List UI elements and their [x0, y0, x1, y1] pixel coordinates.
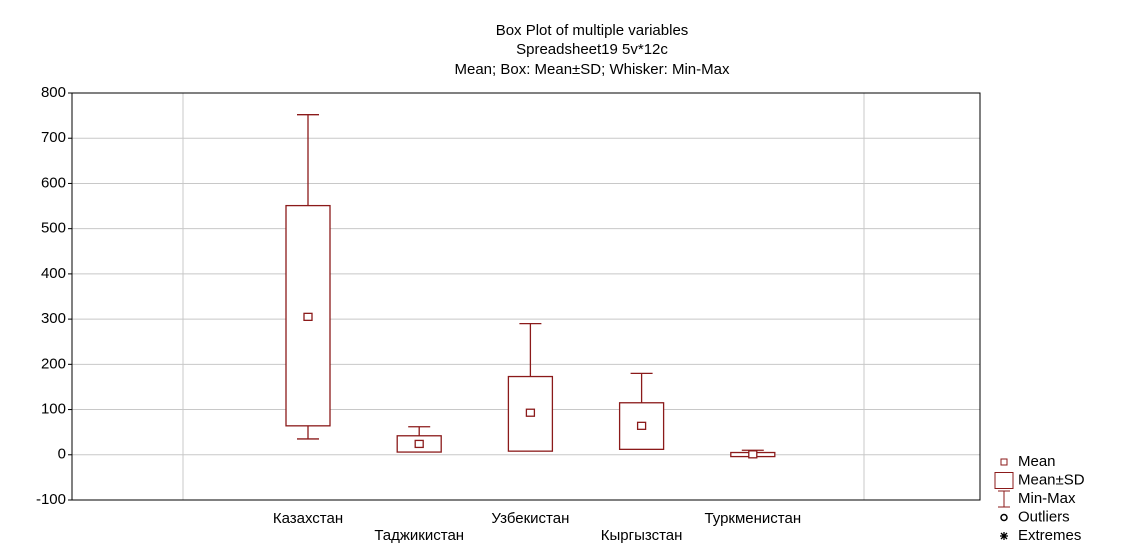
x-tick-label: Казахстан [273, 510, 343, 527]
plot-frame [71, 92, 981, 501]
mean-marker [748, 450, 758, 459]
y-tick-label: 100 [41, 401, 66, 418]
legend-symbol [994, 472, 1014, 489]
chart-description: Mean; Box: Mean±SD; Whisker: Min-Max [455, 61, 730, 78]
y-tick-label: 0 [58, 446, 66, 463]
legend-symbol [1000, 513, 1008, 522]
y-tick-label: 600 [41, 174, 66, 191]
x-tick-label: Таджикистан [374, 527, 464, 543]
legend-label: Mean [1018, 453, 1056, 470]
legend-label: Outliers [1018, 508, 1070, 525]
y-tick-label: 200 [41, 355, 66, 372]
x-tick-label: Кыргызстан [601, 527, 683, 543]
chart-subtitle: Spreadsheet19 5v*12c [516, 41, 668, 58]
y-tick-label: 400 [41, 265, 66, 282]
mean-marker [414, 439, 424, 449]
legend-symbol [1000, 532, 1008, 540]
legend-label: Mean±SD [1018, 471, 1085, 488]
y-tick-label: 500 [41, 220, 66, 237]
legend-symbol [1000, 458, 1008, 466]
legend-label: Min-Max [1018, 490, 1076, 507]
x-tick-label: Узбекистан [491, 510, 569, 527]
box [285, 204, 331, 427]
x-tick-label: Туркменистан [704, 510, 801, 527]
mean-marker [525, 408, 536, 417]
y-tick-label: 800 [41, 84, 66, 101]
mean-marker [303, 312, 313, 322]
chart-title: Box Plot of multiple variables [496, 22, 689, 39]
y-tick-label: -100 [36, 491, 66, 508]
y-tick-label: 700 [41, 129, 66, 146]
mean-marker [636, 421, 647, 430]
y-tick-label: 300 [41, 310, 66, 327]
legend-label: Extremes [1018, 527, 1081, 543]
